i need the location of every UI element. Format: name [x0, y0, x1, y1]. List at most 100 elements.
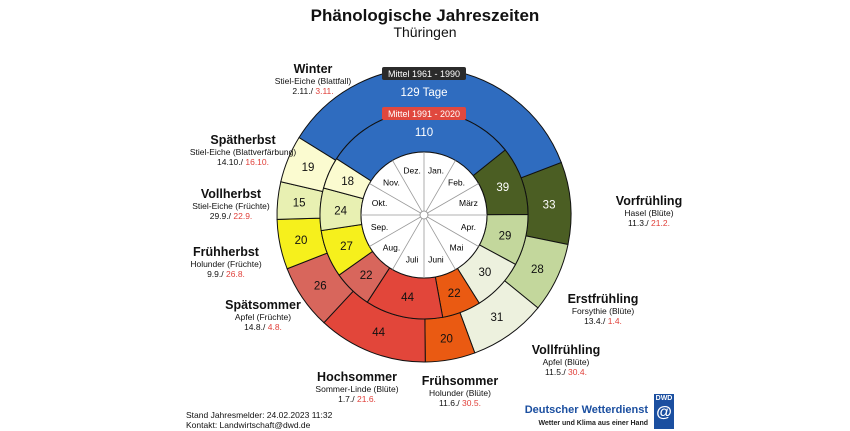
inner-days-label: 110	[415, 127, 433, 139]
phase-date-1961-1990: 11.5./	[545, 367, 566, 377]
phase-label: Spätsommer Apfel (Früchte) 14.8./ 4.8.	[225, 298, 301, 332]
phase-plant: Hasel (Blüte)	[624, 208, 674, 218]
phase-date-1961-1990: 29.9./	[209, 211, 231, 221]
month-label: Dez.	[403, 166, 420, 176]
month-label: Nov.	[383, 177, 400, 187]
month-divider	[392, 160, 423, 212]
inner-ring-badge	[382, 107, 466, 120]
phase-plant: Holunder (Früchte)	[190, 259, 262, 269]
phase-date-1991-2020: 26.8.	[226, 269, 245, 279]
dwd-logo-text: DWD	[655, 395, 673, 402]
month-label: Juni	[428, 254, 444, 264]
phase-name: Frühsommer	[421, 374, 499, 388]
dwd-swirl-icon: @	[656, 404, 672, 421]
month-label: Feb.	[448, 177, 465, 187]
phase-date-1991-2020: 21.6.	[357, 394, 376, 404]
inner-days-label: 29	[499, 230, 512, 242]
phase-plant: Stiel-Eiche (Blattverfärbung)	[189, 147, 297, 157]
month-label: Okt.	[372, 198, 388, 208]
outer-days-label: 28	[531, 264, 544, 276]
outer-days-label: 19	[302, 162, 315, 174]
outer-days-label: 26	[314, 281, 327, 293]
inner-days-label: 22	[360, 270, 373, 282]
inner-days-label: 24	[334, 205, 347, 217]
footer-contact: Kontakt: Landwirtschaft@dwd.de	[186, 420, 311, 430]
phase-plant: Stiel-Eiche (Früchte)	[192, 201, 270, 211]
phase-name: Frühherbst	[193, 245, 259, 259]
month-divider	[425, 160, 456, 212]
month-divider	[425, 218, 456, 270]
month-label: Mai	[450, 243, 464, 253]
phase-date-1991-2020: 16.10.	[245, 157, 270, 167]
phase-plant: Sommer-Linde (Blüte)	[315, 384, 399, 394]
phase-label: Spätherbst Stiel-Eiche (Blattverfärbung) 1…	[190, 133, 296, 167]
phase-label: Erstfrühling Forsythie (Blüte) 13.4./ 1.4.	[568, 292, 639, 326]
phase-date-1961-1990: 14.10./	[216, 157, 243, 167]
phase-date-1961-1990: 13.4./	[584, 316, 606, 326]
phase-name: Winter	[293, 62, 333, 76]
chart-title: Phänologische Jahreszeiten	[310, 6, 540, 25]
outer-ring-badge-text: Mittel 1961 - 1990	[388, 69, 460, 79]
outer-days-label: 33	[543, 200, 556, 212]
month-divider	[427, 183, 479, 214]
month-label: Apr.	[461, 222, 476, 232]
phase-plant: Stiel-Eiche (Blattfall)	[274, 76, 352, 86]
month-label: Jan.	[428, 166, 444, 176]
month-divider	[392, 218, 423, 270]
phase-date-1961-1990: 9.9./	[207, 269, 224, 279]
phase-label: Vollfrühling Apfel (Blüte) 11.5./ 30.4.	[532, 343, 601, 377]
brand: Deutscher Wetterdienst Wetter und Klima …	[525, 404, 648, 428]
chart-subtitle: Thüringen	[393, 24, 457, 40]
phase-name: Spätherbst	[210, 133, 276, 147]
outer-days-label: 20	[440, 333, 453, 345]
phase-label: Vollherbst Stiel-Eiche (Früchte) 29.9./ 22…	[192, 187, 269, 221]
brand-name: Deutscher Wetterdienst	[524, 404, 648, 416]
inner-days-label: 44	[401, 292, 414, 304]
outer-ring-badge	[382, 67, 466, 80]
month-label: Aug.	[383, 243, 401, 253]
dial-center	[419, 210, 429, 220]
inner-days-label: 30	[479, 267, 492, 279]
month-divider	[369, 183, 421, 214]
inner-days-label: 27	[340, 241, 353, 253]
phase-date-1991-2020: 30.4.	[568, 367, 587, 377]
outer-days-label: 20	[295, 235, 308, 247]
phase-name: Vollfrühling	[531, 343, 601, 357]
phase-date-1991-2020: 3.11.	[315, 86, 334, 96]
phase-date-1961-1990: 11.6./	[439, 398, 460, 408]
brand-slogan: Wetter und Klima aus einer Hand	[538, 420, 648, 427]
inner-days-label: 18	[341, 176, 354, 188]
inner-days-label: 39	[496, 182, 509, 194]
outer-days-label: 44	[372, 327, 385, 339]
phase-label: Hochsommer Sommer-Linde (Blüte) 1.7./ 21.6…	[315, 370, 398, 404]
phase-date-1991-2020: 1.4.	[607, 316, 622, 326]
month-divider	[427, 216, 479, 247]
phase-plant: Apfel (Blüte)	[542, 357, 590, 367]
phase-date-1991-2020: 21.2.	[651, 218, 670, 228]
phase-name: Vorfrühling	[615, 194, 683, 208]
phase-label: Frühsommer Holunder (Blüte) 11.6./ 30.5.	[422, 374, 498, 408]
phase-date-1991-2020: 4.8.	[267, 322, 282, 332]
phase-name: Spätsommer	[225, 298, 301, 312]
outer-days-label: 129 Tage	[400, 87, 447, 99]
phase-plant: Forsythie (Blüte)	[571, 306, 635, 316]
phase-date-1961-1990: 1.7./	[338, 394, 355, 404]
phase-plant: Apfel (Früchte)	[234, 312, 292, 322]
phase-date-1991-2020: 22.9.	[233, 211, 253, 221]
phase-name: Erstfrühling	[567, 292, 639, 306]
inner-ring-badge-text: Mittel 1991 - 2020	[388, 109, 460, 119]
inner-days-label: 22	[448, 288, 461, 300]
phase-date-1961-1990: 14.8./	[244, 322, 266, 332]
month-label: März	[459, 198, 478, 208]
phase-date-1961-1990: 2.11./	[292, 86, 313, 96]
month-divider	[369, 216, 421, 247]
month-label: Juli	[406, 254, 419, 264]
footer-status: Stand Jahresmelder: 24.02.2023 11:32	[186, 410, 333, 420]
phase-plant: Holunder (Blüte)	[429, 388, 491, 398]
phase-label: Frühherbst Holunder (Früchte) 9.9./ 26.8.	[190, 245, 261, 279]
outer-days-label: 31	[490, 312, 503, 324]
phase-label: Vorfrühling Hasel (Blüte) 11.3./ 21.2.	[616, 194, 682, 228]
outer-days-label: 15	[293, 198, 306, 210]
